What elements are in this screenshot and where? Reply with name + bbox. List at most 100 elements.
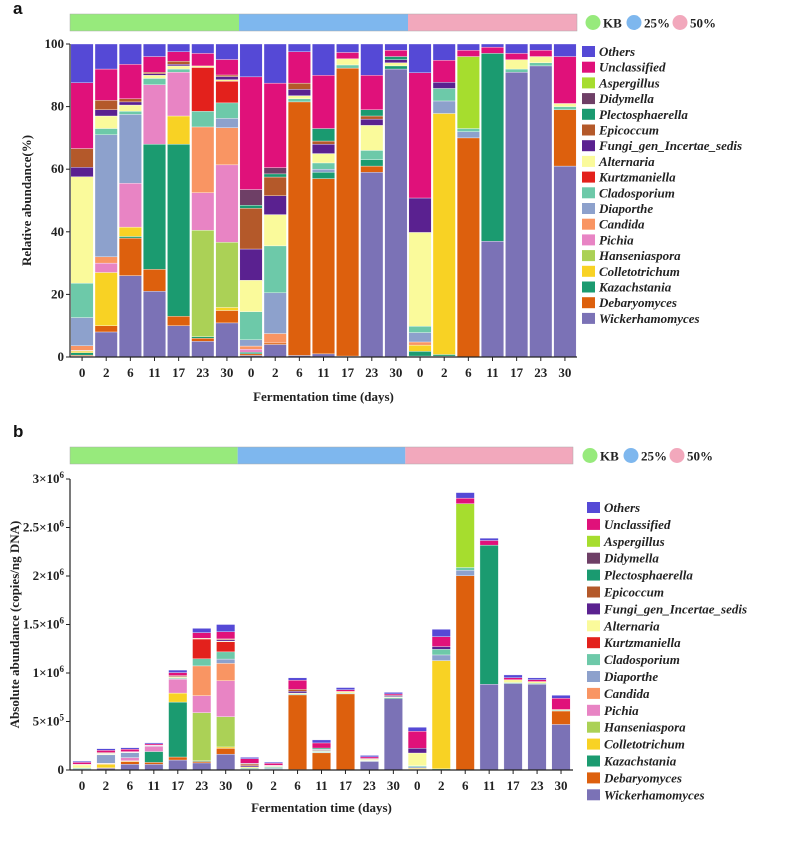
bar-segment-candida xyxy=(192,665,212,696)
bar-segment-pichia xyxy=(239,348,263,353)
legend-label-debaryomyces: Debaryomyces xyxy=(598,295,677,310)
bar-segment-fungi_gen_incertae_sedis xyxy=(288,691,307,694)
legend-swatch xyxy=(587,671,600,682)
legend-swatch xyxy=(582,250,595,262)
bar-segment-kazachstania xyxy=(167,143,191,317)
y-tick-label: 80 xyxy=(51,99,64,114)
bar-segment-others xyxy=(96,748,116,751)
legend-swatch xyxy=(582,312,595,324)
group-legend-label: KB xyxy=(603,16,622,31)
panel-a: a KB 25% 50% 0 2 6 11 17 23 30 0 2 6 11 17 23 30 0 2 6 11 17 23… xyxy=(13,0,742,404)
x-tick-label: 6 xyxy=(127,365,134,380)
x-tick-label: 30 xyxy=(389,365,402,380)
bar-segment-colletotrichum xyxy=(118,226,142,237)
legend-label-debaryomyces: Debaryomyces xyxy=(603,770,682,785)
bar-segment-alternaria xyxy=(191,65,215,68)
bar-segment-wickerhamomyces xyxy=(383,698,403,771)
bar-segment-unclassified xyxy=(144,743,164,746)
panel-label: a xyxy=(13,0,23,18)
bar-segment-others xyxy=(481,43,504,48)
bar-segment-unclassified xyxy=(384,50,408,57)
x-tick-label: 17 xyxy=(341,365,355,380)
bar-segment-kurtzmaniella xyxy=(191,67,215,112)
bar-segment-hanseniaspora xyxy=(191,230,215,337)
x-tick-label: 0 xyxy=(79,365,86,380)
y-tick-label: 0 xyxy=(58,762,65,777)
legend-swatch xyxy=(582,155,595,167)
bar-segment-alternaria xyxy=(215,79,239,82)
legend-swatch xyxy=(587,620,600,632)
bar-segment-debaryomyces xyxy=(312,752,331,770)
bar-segment-others xyxy=(336,687,355,690)
bar-segment-others xyxy=(505,43,529,54)
legend-label-hanseniaspora: Hanseniaspora xyxy=(603,720,686,735)
bar-segment-unclassified xyxy=(551,698,571,710)
x-tick-label: 30 xyxy=(555,778,568,793)
x-tick-label: 23 xyxy=(531,778,545,793)
bar-segment-cladosporium xyxy=(505,68,529,73)
bar-segment-fungi_gen_incertae_sedis xyxy=(143,73,166,76)
bar-segment-alternaria xyxy=(407,752,427,766)
bar-segment-others xyxy=(407,727,427,732)
x-tick-label: 11 xyxy=(483,778,495,793)
bar-segment-alternaria xyxy=(70,176,94,284)
bar-segment-debaryomyces xyxy=(167,316,191,326)
x-tick-label: 2 xyxy=(103,778,110,793)
bar-segment-wickerhamomyces xyxy=(553,165,577,358)
x-tick-label: 2 xyxy=(438,778,445,793)
bar-segment-unclassified xyxy=(456,50,480,57)
bar-segment-pichia xyxy=(144,746,164,752)
bar-segment-others xyxy=(167,43,191,52)
bar-segment-unclassified xyxy=(96,750,116,753)
bar-segment-pichia xyxy=(215,164,239,243)
bar-segment-unclassified xyxy=(70,82,94,149)
bar-segment-debaryomyces xyxy=(551,710,571,725)
legend-swatch xyxy=(587,738,600,750)
bar-segment-debaryomyces xyxy=(94,325,118,333)
bar-segment-kazachstania xyxy=(408,351,432,357)
legend-swatch xyxy=(587,535,600,547)
bar-segment-unclassified xyxy=(455,497,475,504)
bar-segment-unclassified xyxy=(287,51,311,84)
bar-segment-others xyxy=(216,624,236,632)
bar-segment-pichia xyxy=(192,695,212,713)
legend-swatch xyxy=(582,46,595,57)
bar-segment-others xyxy=(239,43,263,78)
bar-segment-fungi_gen_incertae_sedis xyxy=(240,765,260,768)
group-strip-0 xyxy=(70,447,238,464)
bar-segment-others xyxy=(360,43,384,76)
bar-segment-wickerhamomyces xyxy=(481,241,504,358)
legend-swatch xyxy=(582,265,595,277)
bar-segment-others xyxy=(455,492,475,499)
group-legend-label: 50% xyxy=(690,16,716,31)
legend-label-alternaria: Alternaria xyxy=(603,618,660,633)
bar-segment-wickerhamomyces xyxy=(167,325,191,358)
group-legend-dot xyxy=(585,15,601,30)
bar-segment-diaporthe xyxy=(263,292,287,334)
legend-label-hanseniaspora: Hanseniaspora xyxy=(598,248,681,263)
legend-swatch xyxy=(587,637,600,649)
bar-segment-candida xyxy=(215,127,239,166)
x-tick-label: 30 xyxy=(219,778,232,793)
bar-segment-debaryomyces xyxy=(168,756,188,761)
legend-swatch xyxy=(587,755,600,767)
legend-label-kurtzmaniella: Kurtzmaniella xyxy=(598,170,676,185)
bar-segment-epicoccum xyxy=(239,208,263,250)
x-tick-label: 6 xyxy=(465,365,472,380)
bar-segment-debaryomyces xyxy=(239,353,263,356)
legend-swatch xyxy=(582,171,595,183)
bar-segment-alternaria xyxy=(360,125,384,151)
bar-segment-others xyxy=(287,43,311,52)
legend-swatch xyxy=(587,502,600,513)
bar-segment-colletotrichum xyxy=(431,660,451,770)
bar-segment-others xyxy=(431,629,451,637)
bar-segment-fungi_gen_incertae_sedis xyxy=(312,143,335,154)
x-tick-label: 17 xyxy=(339,778,353,793)
bar-segment-unclassified xyxy=(503,677,523,680)
bar-segment-hanseniaspora xyxy=(192,712,212,761)
bar-segment-alternaria xyxy=(505,59,529,70)
bar-segment-wickerhamomyces xyxy=(215,322,239,358)
bar-segment-wickerhamomyces xyxy=(360,761,379,771)
bar-segment-alternaria xyxy=(553,103,577,107)
bar-segment-alternaria xyxy=(94,115,118,129)
